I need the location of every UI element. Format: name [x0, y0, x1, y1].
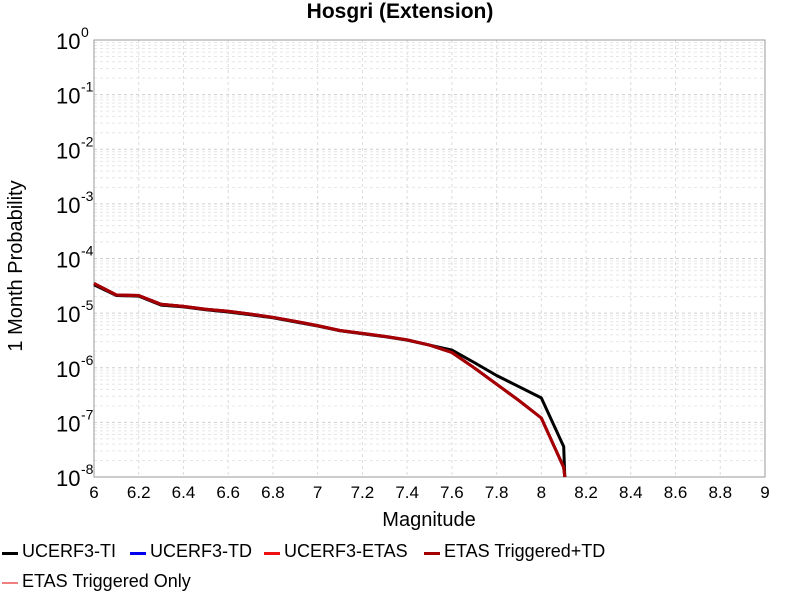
legend-item: ETAS Triggered+TD — [424, 538, 605, 564]
plot-frame — [93, 39, 766, 478]
y-tick-base: 10 — [56, 411, 80, 436]
y-tick-exponent: -2 — [81, 133, 94, 149]
y-tick-exponent: -1 — [81, 79, 94, 95]
legend-swatch — [2, 551, 18, 555]
grid — [93, 40, 766, 478]
y-tick-label: 10 -2 — [56, 133, 94, 163]
chart-title: Hosgri (Extension) — [307, 0, 494, 23]
y-tick-base: 10 — [56, 138, 80, 163]
y-tick-base: 10 — [56, 248, 80, 273]
y-tick-base: 10 — [56, 466, 80, 491]
legend-swatch — [424, 551, 440, 555]
y-axis-label: 1 Month Probability — [5, 180, 27, 351]
x-tick-label: 7.4 — [395, 483, 419, 502]
y-tick-base: 10 — [56, 193, 80, 218]
x-tick-label: 7.2 — [351, 483, 375, 502]
legend-item: UCERF3-TD — [130, 538, 252, 564]
legend-swatch — [2, 582, 18, 584]
y-tick-label: 10 -8 — [56, 461, 94, 491]
x-axis-label: Magnitude — [382, 509, 475, 531]
legend-item: UCERF3-ETAS — [264, 538, 408, 564]
y-tick-exponent: -7 — [81, 406, 94, 422]
legend-label: ETAS Triggered Only — [22, 570, 191, 591]
legend-item: UCERF3-TI — [2, 538, 116, 564]
legend-label: UCERF3-TD — [150, 540, 252, 561]
chart: Hosgri (Extension) 6 6.2 6.4 6.6 6.8 7 7.2 7.4 7… — [5, 0, 770, 531]
x-tick-label: 6 — [89, 483, 98, 502]
x-tick-label: 7 — [313, 483, 322, 502]
y-tick-label: 10 -7 — [56, 406, 94, 436]
legend: UCERF3-TI UCERF3-TD UCERF3-ETAS ETAS Trigge… — [0, 536, 800, 600]
y-tick-base: 10 — [56, 357, 80, 382]
legend-label: UCERF3-ETAS — [284, 540, 408, 561]
series-line-3 — [93, 282, 567, 478]
legend-label: UCERF3-TI — [22, 540, 116, 561]
y-tick-base: 10 — [56, 302, 80, 327]
y-tick-base: 10 — [56, 84, 80, 109]
x-tick-label: 8 — [537, 483, 546, 502]
legend-swatch — [130, 551, 146, 555]
x-tick-label: 6.6 — [216, 483, 240, 502]
y-tick-label: 10 -4 — [56, 243, 94, 273]
y-tick-exponent: -6 — [81, 352, 94, 368]
x-tick-label: 7.6 — [440, 483, 464, 502]
x-tick-label: 6.2 — [127, 483, 151, 502]
y-tick-exponent: 0 — [81, 24, 89, 40]
y-tick-exponent: -5 — [81, 297, 94, 313]
legend-item: ETAS Triggered Only — [2, 568, 191, 594]
x-tick-label: 8.6 — [664, 483, 688, 502]
x-tick-label: 8.8 — [708, 483, 732, 502]
y-tick-label: 10 0 — [56, 24, 89, 54]
y-tick-label: 10 -5 — [56, 297, 94, 327]
y-tick-label: 10 -6 — [56, 352, 94, 382]
y-tick-exponent: -4 — [81, 243, 94, 259]
legend-label: ETAS Triggered+TD — [444, 540, 606, 561]
x-tick-labels: 6 6.2 6.4 6.6 6.8 7 7.2 7.4 7.6 7.8 8 8.2 8.4 8.6 8.8 9 — [89, 483, 769, 502]
x-tick-label: 6.4 — [172, 483, 196, 502]
x-tick-label: 8.4 — [619, 483, 643, 502]
y-tick-label: 10 -1 — [56, 79, 94, 109]
y-tick-base: 10 — [56, 29, 80, 54]
y-tick-exponent: -8 — [81, 461, 94, 477]
x-tick-label: 6.8 — [261, 483, 285, 502]
x-tick-label: 9 — [760, 483, 769, 502]
y-tick-exponent: -3 — [81, 188, 94, 204]
series-layer — [93, 282, 567, 478]
x-tick-label: 8.2 — [574, 483, 598, 502]
legend-swatch — [264, 551, 280, 555]
y-tick-label: 10 -3 — [56, 188, 94, 218]
x-tick-label: 7.8 — [485, 483, 509, 502]
